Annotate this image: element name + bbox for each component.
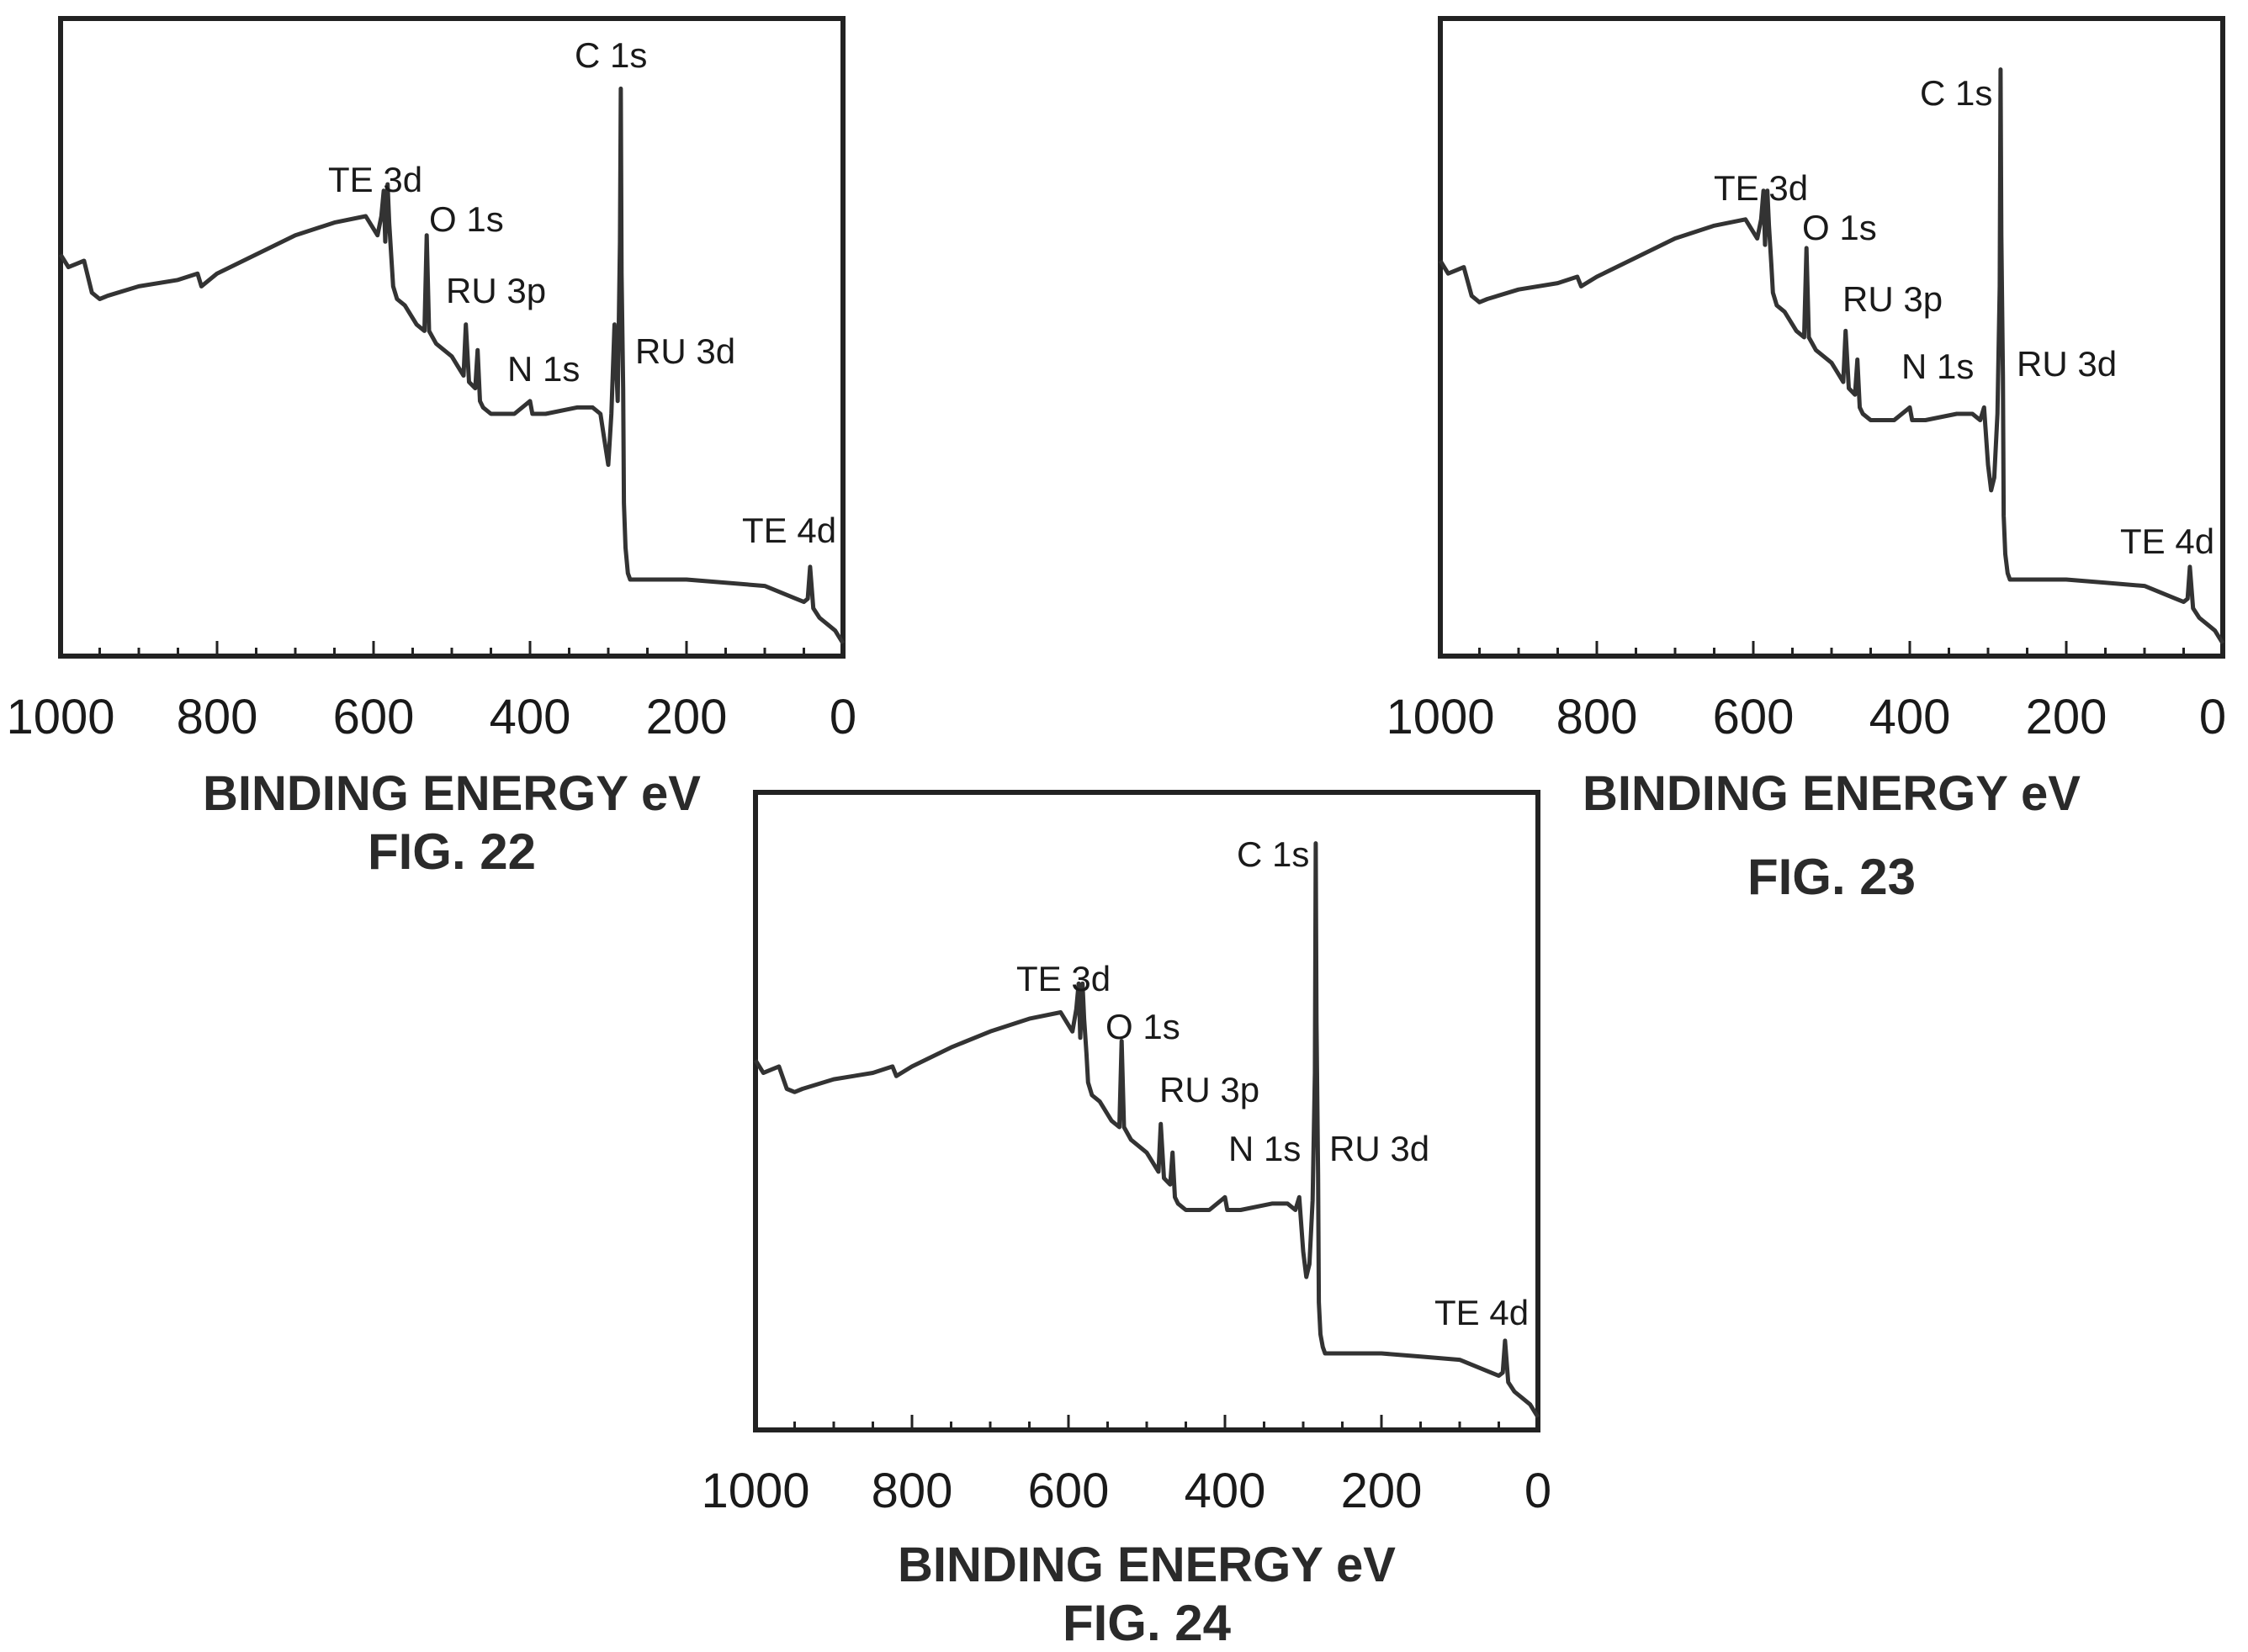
x-tick-labels: 1000 800 600 400 200 0 bbox=[1386, 690, 2226, 744]
peak-label-te-3d: TE 3d bbox=[328, 160, 422, 199]
x-tick-labels: 1000 800 600 400 200 0 bbox=[6, 690, 856, 744]
panel-fig-23: TE 3d O 1s RU 3p N 1s C 1s RU 3d TE 4d 1… bbox=[1386, 16, 2226, 905]
peak-label-c-1s: C 1s bbox=[1237, 834, 1309, 874]
x-ticks bbox=[59, 641, 845, 656]
peak-label-ru-3d: RU 3d bbox=[2017, 344, 2117, 384]
x-ticks bbox=[754, 1415, 1540, 1430]
spectrum-line bbox=[1438, 67, 2225, 645]
peak-label-o-1s: O 1s bbox=[1802, 208, 1877, 247]
x-tick-label: 0 bbox=[830, 690, 856, 744]
x-tick-label: 600 bbox=[333, 690, 415, 744]
peak-label-ru-3d: RU 3d bbox=[1329, 1129, 1429, 1168]
x-tick-label: 1000 bbox=[6, 690, 114, 744]
figure-caption: FIG. 22 bbox=[368, 823, 536, 880]
peak-label-ru-3p: RU 3p bbox=[1159, 1070, 1259, 1109]
peak-labels: TE 3d O 1s RU 3p N 1s C 1s RU 3d TE 4d bbox=[328, 35, 836, 550]
x-tick-label: 800 bbox=[1556, 690, 1638, 744]
plot-frame bbox=[1438, 16, 2225, 659]
x-tick-label: 400 bbox=[1869, 690, 1951, 744]
peak-label-n-1s: N 1s bbox=[1901, 347, 1974, 386]
x-tick-label: 200 bbox=[2026, 690, 2108, 744]
peak-label-n-1s: N 1s bbox=[1228, 1129, 1301, 1168]
peak-label-te-4d: TE 4d bbox=[742, 511, 836, 550]
peak-labels: TE 3d O 1s RU 3p N 1s C 1s RU 3d TE 4d bbox=[1714, 73, 2214, 561]
peak-label-ru-3p: RU 3p bbox=[1842, 279, 1943, 319]
peak-label-o-1s: O 1s bbox=[429, 199, 504, 239]
x-axis-label: BINDING ENERGY eV bbox=[1583, 766, 2081, 821]
peak-label-c-1s: C 1s bbox=[1920, 73, 1992, 113]
x-tick-label: 1000 bbox=[701, 1464, 809, 1518]
x-tick-label: 0 bbox=[2199, 690, 2226, 744]
panel-fig-24: TE 3d O 1s RU 3p N 1s C 1s RU 3d TE 4d 1… bbox=[701, 790, 1551, 1651]
x-tick-label: 200 bbox=[1341, 1464, 1423, 1518]
peak-label-ru-3d: RU 3d bbox=[635, 331, 735, 371]
x-tick-label: 800 bbox=[872, 1464, 953, 1518]
x-tick-label: 1000 bbox=[1386, 690, 1494, 744]
panel-fig-22: TE 3d O 1s RU 3p N 1s C 1s RU 3d TE 4d 1… bbox=[6, 16, 856, 880]
peak-label-o-1s: O 1s bbox=[1105, 1007, 1180, 1046]
x-tick-label: 600 bbox=[1028, 1464, 1110, 1518]
peak-label-te-3d: TE 3d bbox=[1016, 959, 1111, 998]
figure-caption: FIG. 24 bbox=[1063, 1595, 1232, 1651]
peak-label-ru-3p: RU 3p bbox=[446, 271, 546, 310]
x-tick-label: 400 bbox=[490, 690, 571, 744]
plot-frame bbox=[753, 790, 1540, 1432]
x-ticks bbox=[1439, 641, 2224, 656]
x-tick-labels: 1000 800 600 400 200 0 bbox=[701, 1464, 1551, 1518]
x-tick-label: 600 bbox=[1713, 690, 1795, 744]
peak-label-te-3d: TE 3d bbox=[1714, 168, 1808, 208]
peak-label-te-4d: TE 4d bbox=[2120, 522, 2214, 561]
peak-label-te-4d: TE 4d bbox=[1434, 1293, 1529, 1332]
peak-label-n-1s: N 1s bbox=[507, 349, 580, 389]
peak-label-c-1s: C 1s bbox=[575, 35, 647, 75]
spectrum-line bbox=[58, 86, 846, 645]
spectrum-line bbox=[753, 841, 1540, 1419]
x-axis-label: BINDING ENERGY eV bbox=[203, 766, 701, 821]
x-tick-label: 0 bbox=[1524, 1464, 1551, 1518]
x-tick-label: 200 bbox=[646, 690, 728, 744]
x-tick-label: 400 bbox=[1185, 1464, 1266, 1518]
x-axis-label: BINDING ENERGY eV bbox=[898, 1538, 1396, 1592]
peak-labels: TE 3d O 1s RU 3p N 1s C 1s RU 3d TE 4d bbox=[1016, 834, 1529, 1332]
x-tick-label: 800 bbox=[177, 690, 258, 744]
figure-caption: FIG. 23 bbox=[1747, 849, 1916, 905]
